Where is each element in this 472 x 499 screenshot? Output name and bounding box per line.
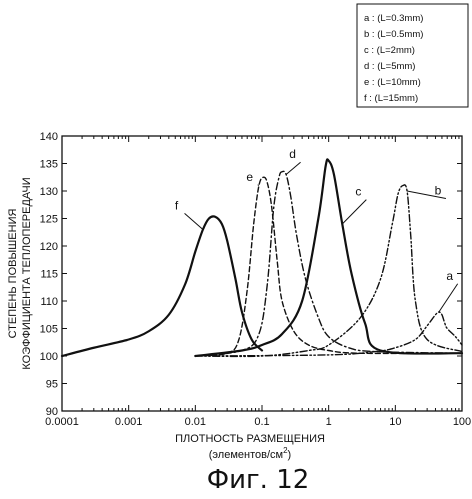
x-tick-label: 0.01 [185,416,206,428]
y-tick-label: 90 [46,406,58,418]
x-tick-label: 1 [326,416,332,428]
y-tick-label: 110 [40,296,58,308]
series-d-label: d [289,147,296,161]
y-axis-label: СТЕПЕНЬ ПОВЫШЕНИЯ [7,209,19,339]
x-axis-unit-text: (элементов/см [209,449,283,461]
x-tick-label: 0.001 [115,416,143,428]
x-axis-label-unit: (элементов/см2) [209,446,291,461]
series-d-line [194,170,463,357]
series-b-line [194,184,463,358]
y-tick-label: 140 [40,131,58,143]
series-a-line [194,311,463,357]
series-e-line [194,176,463,357]
series-f-label: f [175,198,179,212]
y-tick-label: 120 [40,241,58,253]
y-axis-label-line2: КОЭФФИЦИЕНТА ТЕПЛОПЕРЕДАЧИ [21,177,33,369]
x-tick-label: 0.1 [254,416,269,428]
legend-entry: a : (L=0.3mm) [364,13,423,24]
series-a-leader [438,283,459,313]
series-layer [60,158,464,358]
legend-entry: b : (L=0.5mm) [364,29,423,40]
series-c-label: c [355,185,361,199]
x-axis-label: ПЛОТНОСТЬ РАЗМЕЩЕНИЯ [175,433,325,445]
series-e-leader [257,184,260,186]
series-c-line [194,158,464,358]
series-f-leader [184,212,204,230]
y-tick-label: 100 [40,351,58,363]
series-c-leader [341,199,367,225]
figure-caption: Фиг. 12 [207,465,310,495]
legend-entry: c : (L=2mm) [364,45,415,56]
x-tick-label: 0.0001 [45,416,79,428]
y-tick-label: 130 [40,186,58,198]
x-tick-label: 100 [453,416,471,428]
legend-box [356,3,469,108]
series-e-label: e [246,170,253,184]
y-tick-label: 125 [40,214,58,226]
series-d-leader [285,161,301,175]
legend: a : (L=0.3mm) b : (L=0.5mm) c : (L=2mm) d :… [356,3,469,108]
x-axis-unit-superscript: 2 [283,446,288,455]
labels-layer: f e d c b a [175,147,459,313]
x-tick-label: 10 [389,416,401,428]
y-tick-label: 115 [40,269,58,281]
y-tick-label: 95 [46,379,58,391]
y-tick-label: 135 [40,159,58,171]
series-a-label: a [446,269,453,283]
series-b-label: b [435,184,442,198]
series-b-leader [406,190,447,199]
y-tick-label: 105 [40,324,58,336]
x-axis-unit-close: ) [288,449,292,461]
legend-entry: e : (L=10mm) [364,77,421,88]
legend-entry: f : (L=15mm) [364,93,418,104]
plot-frame [61,135,463,412]
series-f-line [60,215,264,358]
legend-entry: d : (L=5mm) [364,61,415,72]
